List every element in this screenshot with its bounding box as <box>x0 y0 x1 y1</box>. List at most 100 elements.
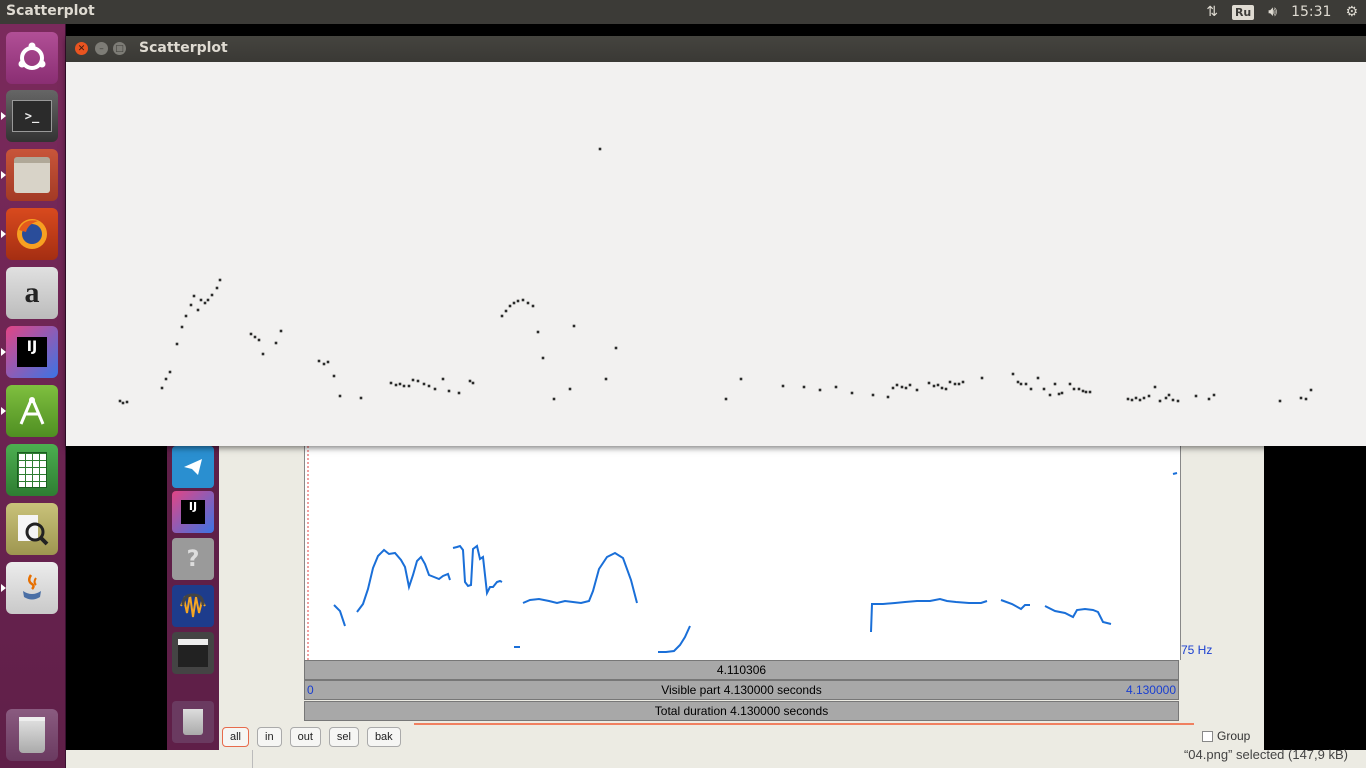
scatter-point <box>724 397 728 401</box>
scatter-point <box>1084 390 1088 394</box>
unity-launcher: >_ a IJ <box>0 24 66 768</box>
settings-gear-icon[interactable]: ⚙ <box>1345 4 1358 20</box>
scatter-point <box>175 342 179 346</box>
pitch-plot-area[interactable] <box>304 446 1181 660</box>
scatter-point <box>850 391 854 395</box>
close-window-icon[interactable]: ✕ <box>75 42 88 55</box>
scatter-point <box>781 384 785 388</box>
terminal-icon[interactable]: >_ <box>6 90 58 142</box>
intellij-icon[interactable]: IJ <box>172 491 214 533</box>
scatter-point <box>1048 393 1052 397</box>
libreoffice-calc-icon[interactable] <box>6 444 58 496</box>
zoom-out-button[interactable]: out <box>289 727 321 747</box>
scatter-point <box>196 308 200 312</box>
scatter-point <box>441 377 445 381</box>
visible-part-bar[interactable]: 0 Visible part 4.130000 seconds 4.130000 <box>304 680 1179 700</box>
scatter-point <box>411 378 415 382</box>
scatter-point <box>568 387 572 391</box>
amazon-icon[interactable]: a <box>6 267 58 319</box>
inner-launcher: IJ ? <box>167 446 219 750</box>
group-checkbox[interactable] <box>1202 730 1213 742</box>
total-duration-bar[interactable]: Total duration 4.130000 seconds <box>304 701 1179 721</box>
scatter-point <box>180 325 184 329</box>
scatter-point <box>1036 376 1040 380</box>
scatter-point <box>739 377 743 381</box>
files-icon[interactable] <box>6 149 58 201</box>
trash-icon[interactable] <box>172 701 214 743</box>
scatter-point <box>1016 380 1020 384</box>
scatter-point <box>1072 387 1076 391</box>
video-editor-icon[interactable] <box>172 632 214 674</box>
maximize-window-icon[interactable]: □ <box>113 42 126 55</box>
scatter-point <box>322 362 326 366</box>
scatter-point <box>1167 393 1171 397</box>
scatter-point <box>1176 399 1180 403</box>
scatterplot-titlebar[interactable]: ✕ – □ Scatterplot <box>66 36 1366 62</box>
scatter-point <box>900 385 904 389</box>
running-indicator <box>1 407 6 415</box>
scatter-point <box>184 314 188 318</box>
scatter-point <box>927 381 931 385</box>
scatter-point <box>457 391 461 395</box>
zoom-button-row: all in out sel bak <box>222 727 401 747</box>
zoom-in-button[interactable]: in <box>257 727 282 747</box>
help-icon[interactable]: ? <box>172 538 214 580</box>
volume-icon[interactable]: 🔊︎ <box>1268 4 1278 20</box>
minimize-window-icon[interactable]: – <box>95 42 108 55</box>
scatterplot-window-title: Scatterplot <box>139 40 228 56</box>
scatter-point <box>508 304 512 308</box>
scatter-point <box>1019 382 1023 386</box>
total-duration-text: Total duration 4.130000 seconds <box>654 704 829 718</box>
group-option[interactable]: Group <box>1202 729 1250 743</box>
scatter-point <box>1194 394 1198 398</box>
scatter-point <box>1042 387 1046 391</box>
cursor-time-bar[interactable]: 4.110306 <box>304 660 1179 680</box>
scatterplot-canvas[interactable] <box>66 62 1366 446</box>
java-icon[interactable] <box>6 562 58 614</box>
scatter-point <box>1153 385 1157 389</box>
scatter-point <box>1299 396 1303 400</box>
scatter-point <box>1011 372 1015 376</box>
ubuntu-dash-icon[interactable] <box>6 32 58 84</box>
scatter-point <box>1068 382 1072 386</box>
scatter-point <box>118 399 122 403</box>
scatter-point <box>552 397 556 401</box>
document-viewer-icon[interactable] <box>6 503 58 555</box>
firefox-icon[interactable] <box>6 208 58 260</box>
audacity-icon[interactable] <box>172 585 214 627</box>
scatter-point <box>427 384 431 388</box>
clock[interactable]: 15:31 <box>1291 4 1332 20</box>
scatter-point <box>944 387 948 391</box>
scatter-point <box>957 382 961 386</box>
scatter-point <box>468 379 472 383</box>
scatter-point <box>531 304 535 308</box>
scatter-point <box>402 384 406 388</box>
scatter-point <box>1029 387 1033 391</box>
scatter-point <box>904 386 908 390</box>
zoom-all-button[interactable]: all <box>222 727 250 747</box>
scatter-point <box>1134 396 1138 400</box>
scatter-point <box>932 384 936 388</box>
trash-icon[interactable] <box>6 709 58 761</box>
scatter-point <box>1304 397 1308 401</box>
android-studio-icon[interactable] <box>6 385 58 437</box>
keyboard-layout-indicator[interactable]: Ru <box>1231 4 1255 20</box>
telegram-icon[interactable] <box>172 446 214 488</box>
zoom-selection-button[interactable]: sel <box>328 727 359 747</box>
scatter-point <box>326 360 330 364</box>
scatter-point <box>192 294 196 298</box>
scatter-point <box>536 330 540 334</box>
visible-part-text: Visible part 4.130000 seconds <box>661 683 822 697</box>
scatter-point <box>1138 398 1142 402</box>
scatter-point <box>279 329 283 333</box>
network-icon[interactable]: ⇅ <box>1206 4 1218 20</box>
scatter-point <box>818 388 822 392</box>
intellij-icon[interactable]: IJ <box>6 326 58 378</box>
scatter-point <box>1158 399 1162 403</box>
zoom-back-button[interactable]: bak <box>366 727 401 747</box>
scatter-point <box>948 380 952 384</box>
scatter-point <box>257 338 261 342</box>
scatter-point <box>541 356 545 360</box>
scatter-point <box>1053 382 1057 386</box>
scatter-point <box>121 401 125 405</box>
